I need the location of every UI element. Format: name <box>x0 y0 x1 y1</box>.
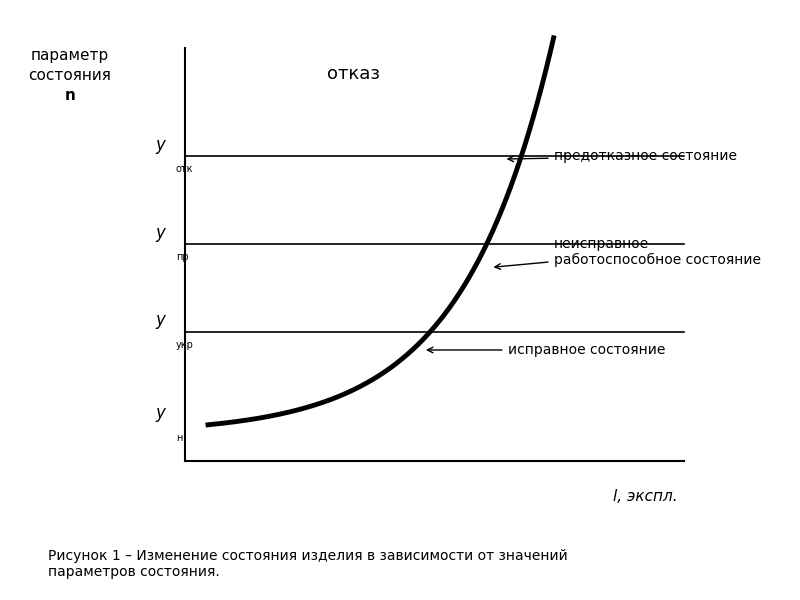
Text: Рисунок 1 – Изменение состояния изделия в зависимости от значений: Рисунок 1 – Изменение состояния изделия … <box>48 549 568 563</box>
Text: н: н <box>176 433 182 443</box>
Text: укр: укр <box>176 340 194 350</box>
Text: у: у <box>156 224 166 242</box>
Text: пр: пр <box>176 252 188 262</box>
Text: исправное состояние: исправное состояние <box>427 343 665 357</box>
Text: отк: отк <box>176 164 194 174</box>
Text: предотказное состояние: предотказное состояние <box>508 149 737 163</box>
Text: у: у <box>156 404 166 422</box>
Text: у: у <box>156 136 166 154</box>
Text: параметр
состояния
$\mathbf{n}$: параметр состояния $\mathbf{n}$ <box>28 48 111 103</box>
Text: неисправное
работоспособное состояние: неисправное работоспособное состояние <box>495 237 761 269</box>
Text: у: у <box>156 311 166 329</box>
Text: параметров состояния.: параметров состояния. <box>48 565 220 579</box>
Text: отказ: отказ <box>327 65 381 83</box>
Text: l, экспл.: l, экспл. <box>614 490 678 504</box>
